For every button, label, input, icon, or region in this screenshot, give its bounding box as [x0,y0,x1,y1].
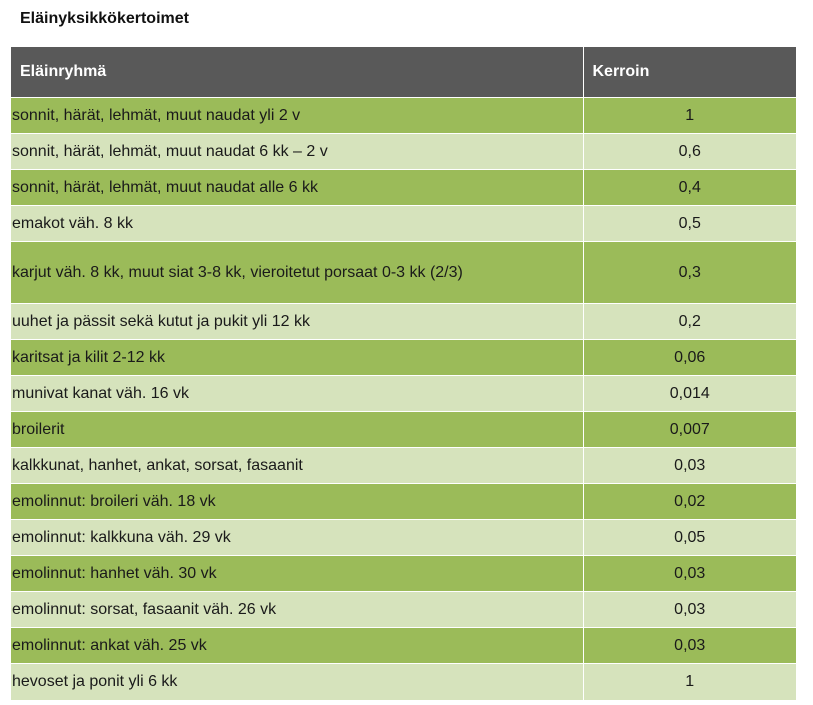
cell-group: hevoset ja ponit yli 6 kk [11,663,584,700]
table-row: emolinnut: kalkkuna väh. 29 vk 0,05 [11,519,796,556]
table-row: broilerit 0,007 [11,411,796,448]
table-row: karitsat ja kilit 2-12 kk 0,06 [11,339,796,376]
table-row: uuhet ja pässit sekä kutut ja pukit yli … [11,303,796,340]
column-header-group: Eläinryhmä [11,47,584,98]
cell-group: sonnit, härät, lehmät, muut naudat 6 kk … [11,133,584,170]
cell-coefficient: 0,2 [583,303,796,340]
table-row: kalkkunat, hanhet, ankat, sorsat, fasaan… [11,447,796,484]
cell-coefficient: 0,007 [583,411,796,448]
cell-group: kalkkunat, hanhet, ankat, sorsat, fasaan… [11,447,584,484]
table-row: sonnit, härät, lehmät, muut naudat yli 2… [11,97,796,134]
cell-group: emolinnut: sorsat, fasaanit väh. 26 vk [11,591,584,628]
cell-coefficient: 0,6 [583,133,796,170]
table-row: emolinnut: hanhet väh. 30 vk 0,03 [11,555,796,592]
page-title: Eläinyksikkökertoimet [20,10,189,27]
table-row: emakot väh. 8 kk 0,5 [11,205,796,242]
table-row: sonnit, härät, lehmät, muut naudat 6 kk … [11,133,796,170]
cell-coefficient: 0,014 [583,375,796,412]
table-row: sonnit, härät, lehmät, muut naudat alle … [11,169,796,206]
cell-group: sonnit, härät, lehmät, muut naudat alle … [11,169,584,206]
cell-coefficient: 0,06 [583,339,796,376]
cell-coefficient: 0,03 [583,447,796,484]
cell-group: uuhet ja pässit sekä kutut ja pukit yli … [11,303,584,340]
table-row: hevoset ja ponit yli 6 kk 1 [11,663,796,700]
cell-coefficient: 0,03 [583,627,796,664]
cell-group: karjut väh. 8 kk, muut siat 3-8 kk, vier… [11,241,584,304]
cell-coefficient: 0,3 [583,241,796,304]
cell-group: emolinnut: broileri väh. 18 vk [11,483,584,520]
cell-coefficient: 0,02 [583,483,796,520]
cell-coefficient: 0,5 [583,205,796,242]
coefficient-table: Eläinryhmä Kerroin sonnit, härät, lehmät… [11,47,796,700]
table-header-row: Eläinryhmä Kerroin [11,47,796,98]
cell-group: emolinnut: ankat väh. 25 vk [11,627,584,664]
table-row: emolinnut: broileri väh. 18 vk 0,02 [11,483,796,520]
cell-coefficient: 1 [583,663,796,700]
table-row: munivat kanat väh. 16 vk 0,014 [11,375,796,412]
table-row: karjut väh. 8 kk, muut siat 3-8 kk, vier… [11,241,796,304]
cell-group: munivat kanat väh. 16 vk [11,375,584,412]
cell-group: emolinnut: hanhet väh. 30 vk [11,555,584,592]
cell-coefficient: 0,4 [583,169,796,206]
cell-group: karitsat ja kilit 2-12 kk [11,339,584,376]
cell-coefficient: 0,03 [583,591,796,628]
cell-group: emakot väh. 8 kk [11,205,584,242]
cell-coefficient: 0,03 [583,555,796,592]
cell-group: broilerit [11,411,584,448]
cell-group: sonnit, härät, lehmät, muut naudat yli 2… [11,97,584,134]
cell-coefficient: 1 [583,97,796,134]
cell-coefficient: 0,05 [583,519,796,556]
cell-group: emolinnut: kalkkuna väh. 29 vk [11,519,584,556]
table-row: emolinnut: ankat väh. 25 vk 0,03 [11,627,796,664]
column-header-coefficient: Kerroin [583,47,796,98]
table-row: emolinnut: sorsat, fasaanit väh. 26 vk 0… [11,591,796,628]
